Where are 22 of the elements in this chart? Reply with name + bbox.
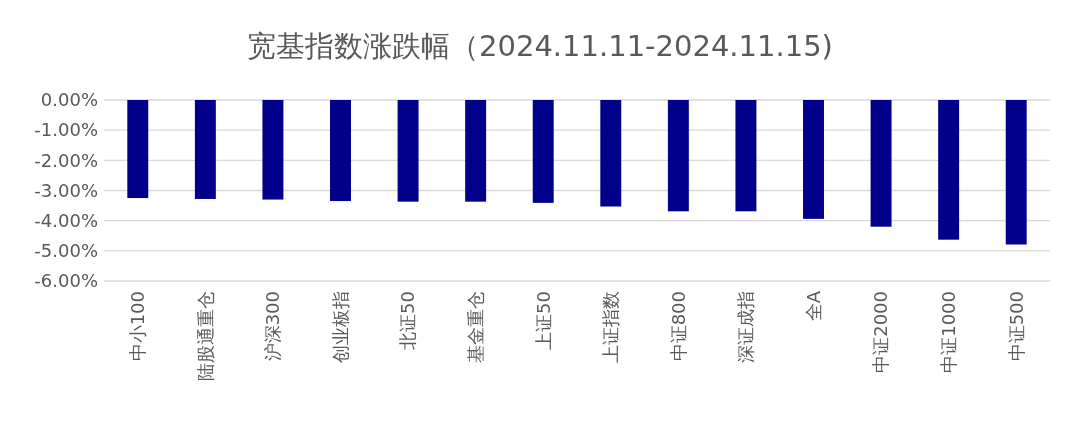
x-tick-label: 中小100	[127, 291, 149, 362]
x-tick-label: 中证800	[667, 291, 689, 362]
y-tick-label: -4.00%	[34, 209, 98, 231]
x-tick-label: 沪深300	[262, 291, 284, 362]
x-tick-label: 全A	[802, 290, 824, 322]
x-tick-label: 中证500	[1005, 291, 1027, 362]
y-tick-label: -6.00%	[34, 270, 98, 292]
x-tick-label: 深证成指	[735, 291, 757, 363]
y-tick-label: 0.00%	[40, 89, 98, 111]
y-tick-label: -1.00%	[34, 119, 98, 141]
x-tick-label: 创业板指	[329, 291, 351, 363]
y-tick-label: -3.00%	[34, 179, 98, 201]
x-tick-label: 中证1000	[937, 291, 959, 373]
chart-title: 宽基指数涨跌幅（2024.11.11-2024.11.15)	[247, 29, 833, 63]
y-tick-label: -2.00%	[34, 149, 98, 171]
x-tick-label: 陆股通重仓	[194, 291, 216, 381]
x-tick-label: 上证50	[532, 291, 554, 350]
x-tick-label: 上证指数	[600, 291, 622, 363]
x-tick-label: 基金重仓	[464, 291, 486, 363]
x-tick-label: 北证50	[397, 291, 419, 350]
y-tick-label: -5.00%	[34, 240, 98, 262]
x-tick-label: 中证2000	[870, 291, 892, 373]
